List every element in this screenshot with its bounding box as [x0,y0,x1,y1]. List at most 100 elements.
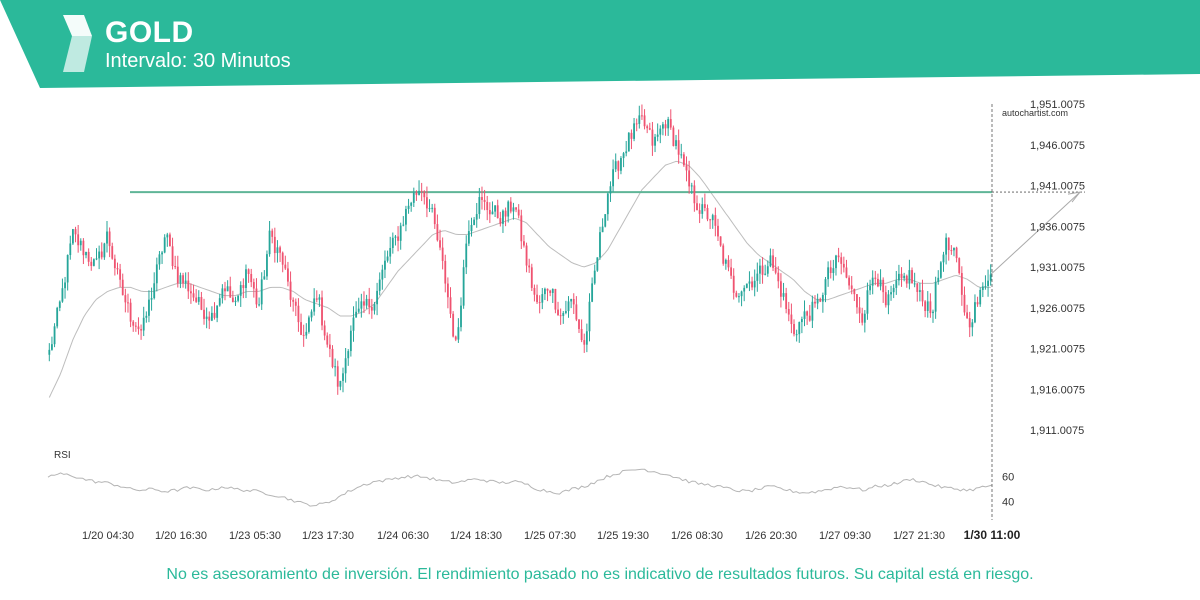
candle [643,109,646,130]
candle [921,279,924,307]
candle [339,380,342,391]
candle [593,264,596,285]
candle [174,255,177,270]
candle [171,237,174,270]
candle [664,119,667,136]
candle [134,322,137,332]
candle [169,232,171,247]
candle [911,267,913,284]
candle [473,217,476,226]
candle [612,159,615,192]
candle [481,186,483,210]
candle [242,278,245,299]
candle [667,116,670,136]
candle [850,276,853,295]
candle [71,228,74,246]
candle [824,276,827,303]
candle [701,197,704,219]
candle [811,295,814,328]
candle [596,257,599,272]
candle [559,308,562,325]
candle [832,259,835,281]
candle [226,280,229,292]
candle [646,124,649,134]
x-tick-label: 1/27 21:30 [893,530,945,542]
candle [599,226,601,260]
candle [229,276,232,298]
candle [279,245,281,262]
candle [433,203,436,229]
candle [703,193,706,212]
candle [916,283,919,302]
candle [370,298,373,319]
candle [245,264,247,299]
chart-title: GOLD [105,16,194,49]
candle [305,323,308,339]
y-tick-label: 1,921.0075 [1030,344,1085,356]
candle [486,195,489,221]
x-tick-label: 1/23 05:30 [229,530,281,542]
candle [402,216,405,227]
price-chart: 60 40 1,951.0075 1,946.0075 1,941.0075 1,936… [47,99,1085,542]
candle [289,271,292,307]
candle [536,284,538,304]
candle [517,204,520,219]
candle [483,189,486,211]
candle [585,323,588,353]
candle [549,289,552,297]
candle [743,285,746,302]
candle [614,153,617,173]
candle [478,187,481,219]
candle [620,156,622,175]
candle [218,293,221,307]
candle [774,257,777,275]
x-tick-label: 1/26 08:30 [671,530,723,542]
candle [627,132,630,152]
candle [106,220,108,253]
candle [895,270,898,295]
x-tick-label: 1/20 04:30 [82,530,134,542]
candle [740,290,743,307]
candle [769,248,772,268]
candle [321,290,323,331]
candle [937,270,940,285]
candle [724,258,727,270]
candle [905,274,908,288]
candle [779,273,782,308]
candle [347,349,350,366]
candle [861,307,864,326]
candle [528,258,531,273]
candle [968,311,971,338]
x-tick-label: 1/25 19:30 [597,530,649,542]
candle [82,238,85,265]
candle [685,156,688,182]
candle [648,122,651,131]
candle [806,310,809,325]
candle [787,301,790,322]
candle [564,300,567,315]
candle [292,297,295,312]
candle [444,254,447,293]
candle [604,214,607,228]
candle [100,242,103,260]
candle [460,297,462,332]
candle [197,290,200,305]
candle [121,273,124,296]
candle [179,272,182,289]
candle [462,259,465,309]
candle [761,257,764,284]
candle [562,311,565,324]
candle [182,272,184,288]
candle [882,277,885,303]
candle [696,195,698,211]
candle [887,290,890,315]
candle [858,296,861,324]
candle [116,262,119,275]
candle [79,238,82,251]
candle [48,343,51,362]
candle [869,279,871,295]
candle [709,218,712,230]
candle [635,118,638,132]
rsi-label: RSI [54,450,71,461]
y-tick-label: 1,936.0075 [1030,221,1085,233]
